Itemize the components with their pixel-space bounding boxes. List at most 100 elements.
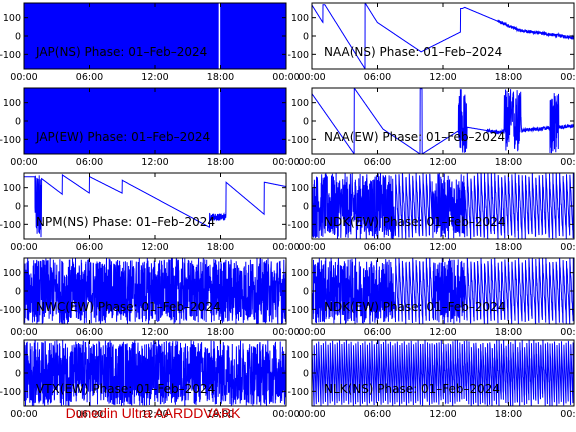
x-tick-label: 00:00 xyxy=(10,409,37,420)
phase-panel: 100 0 -100 00:00 06:00 12:00 18:00 00:00 JAP(NS)… xyxy=(0,2,300,83)
y-tick-label: 0 xyxy=(303,287,309,298)
x-tick-label: 00:00 xyxy=(560,242,576,253)
y-tick-label: -100 xyxy=(0,135,21,146)
x-tick-label: 00:00 xyxy=(272,72,299,83)
panel-title: NAA(NS) Phase: 01–Feb–2024 xyxy=(324,45,502,59)
phase-panel: 100 0 -100 00:00 06:00 12:00 18:00 00:00 NWC(EW)… xyxy=(0,257,300,338)
y-tick-label: -100 xyxy=(287,135,309,146)
x-tick-label: 00:00 xyxy=(298,72,325,83)
x-tick-label: 00:00 xyxy=(10,242,37,253)
x-tick-label: 00:00 xyxy=(560,157,576,168)
phase-trace xyxy=(312,3,574,69)
y-tick-label: -100 xyxy=(287,50,309,61)
phase-panel: 100 0 -100 00:00 06:00 12:00 18:00 00:00 NDK(EW)… xyxy=(287,172,576,253)
x-tick-label: 18:00 xyxy=(207,409,234,420)
y-tick-label: 0 xyxy=(15,369,21,380)
panel-title: NWC(EW) Phase: 01–Feb–2024 xyxy=(36,300,221,314)
x-tick-label: 12:00 xyxy=(429,409,456,420)
y-tick-label: 100 xyxy=(291,268,309,279)
y-tick-label: 0 xyxy=(303,117,309,128)
phase-panel: 100 0 -100 00:00 06:00 12:00 18:00 00:00 NAA(NS)… xyxy=(287,2,576,83)
x-tick-label: 12:00 xyxy=(429,72,456,83)
y-tick-label: 0 xyxy=(15,287,21,298)
y-tick-label: 100 xyxy=(291,13,309,24)
x-tick-label: 00:00 xyxy=(298,409,325,420)
x-tick-label: 00:00 xyxy=(560,327,576,338)
phase-panel: 100 0 -100 00:00 06:00 12:00 18:00 00:00 NPM(NS)… xyxy=(0,172,300,253)
panel-title: VTX(EW) Phase: 01–Feb–2024 xyxy=(36,382,215,396)
x-tick-label: 06:00 xyxy=(364,157,391,168)
plot-area xyxy=(312,88,574,154)
x-tick-label: 00:00 xyxy=(10,327,37,338)
y-tick-label: 100 xyxy=(3,98,21,109)
x-tick-label: 00:00 xyxy=(10,157,37,168)
y-tick-label: 100 xyxy=(3,268,21,279)
phase-trace xyxy=(24,3,286,69)
y-tick-label: -100 xyxy=(287,305,309,316)
x-tick-label: 00:00 xyxy=(298,242,325,253)
phase-trace xyxy=(24,88,286,154)
x-tick-label: 06:00 xyxy=(364,409,391,420)
y-tick-label: 0 xyxy=(303,202,309,213)
phase-panel: 100 0 -100 00:00 06:00 12:00 18:00 00:00 VTX(EW)… xyxy=(0,339,300,420)
phase-trace xyxy=(312,258,574,324)
y-tick-label: -100 xyxy=(0,305,21,316)
phase-panel: 100 0 -100 00:00 06:00 12:00 18:00 00:00 NLK(NS)… xyxy=(287,339,576,420)
phase-panel: 100 0 -100 00:00 06:00 12:00 18:00 00:00 JAP(EW)… xyxy=(0,87,300,168)
y-tick-label: 0 xyxy=(15,117,21,128)
y-tick-label: -100 xyxy=(287,387,309,398)
panel-title: NLK(NS) Phase: 01–Feb–2024 xyxy=(324,382,500,396)
x-tick-label: 12:00 xyxy=(141,72,168,83)
phase-panel: 100 0 -100 00:00 06:00 12:00 18:00 00:00 NAA(EW)… xyxy=(287,87,576,168)
phase-trace xyxy=(24,258,286,324)
panel-title: NAA(EW) Phase: 01–Feb–2024 xyxy=(324,130,505,144)
panel-title: NPM(NS) Phase: 01–Feb–2024 xyxy=(36,215,215,229)
panel-title: NDK(EW) Phase: 01–Feb–2024 xyxy=(324,215,505,229)
y-tick-label: -100 xyxy=(0,50,21,61)
y-tick-label: 100 xyxy=(291,350,309,361)
x-tick-label: 12:00 xyxy=(429,242,456,253)
phase-panel: 100 0 -100 00:00 06:00 12:00 18:00 00:00 NDK(EW)… xyxy=(287,257,576,338)
x-tick-label: 12:00 xyxy=(141,409,168,420)
y-tick-label: 100 xyxy=(291,183,309,194)
x-tick-label: 00:00 xyxy=(560,72,576,83)
x-tick-label: 06:00 xyxy=(76,72,103,83)
y-tick-label: 0 xyxy=(15,202,21,213)
y-tick-label: 100 xyxy=(3,183,21,194)
x-tick-label: 06:00 xyxy=(76,327,103,338)
y-tick-label: 100 xyxy=(3,350,21,361)
x-tick-label: 06:00 xyxy=(76,157,103,168)
x-tick-label: 00:00 xyxy=(272,242,299,253)
x-tick-label: 00:00 xyxy=(272,409,299,420)
y-tick-label: 0 xyxy=(303,32,309,43)
x-tick-label: 18:00 xyxy=(495,72,522,83)
y-tick-label: 100 xyxy=(291,98,309,109)
x-tick-label: 00:00 xyxy=(298,327,325,338)
x-tick-label: 06:00 xyxy=(364,327,391,338)
x-tick-label: 00:00 xyxy=(10,72,37,83)
y-tick-label: 0 xyxy=(303,369,309,380)
x-tick-label: 18:00 xyxy=(495,409,522,420)
y-tick-label: -100 xyxy=(0,220,21,231)
plot-area xyxy=(24,173,286,239)
panel-title: NDK(EW) Phase: 01–Feb–2024 xyxy=(324,300,505,314)
y-tick-label: 100 xyxy=(3,13,21,24)
x-tick-label: 18:00 xyxy=(495,327,522,338)
station-label: Dunedin Ultra AARDDVARK xyxy=(65,405,241,421)
x-tick-label: 06:00 xyxy=(76,242,103,253)
x-tick-label: 18:00 xyxy=(207,157,234,168)
x-tick-label: 12:00 xyxy=(141,157,168,168)
x-tick-label: 00:00 xyxy=(560,409,576,420)
phase-trace xyxy=(312,173,574,239)
x-tick-label: 00:00 xyxy=(298,157,325,168)
plot-area xyxy=(312,3,574,69)
x-tick-label: 00:00 xyxy=(272,157,299,168)
panel-title: JAP(EW) Phase: 01–Feb–2024 xyxy=(35,130,210,144)
phase-trace xyxy=(24,340,286,406)
y-tick-label: -100 xyxy=(0,387,21,398)
x-tick-label: 06:00 xyxy=(364,72,391,83)
x-tick-label: 12:00 xyxy=(141,327,168,338)
x-tick-label: 00:00 xyxy=(272,327,299,338)
x-tick-label: 06:00 xyxy=(364,242,391,253)
